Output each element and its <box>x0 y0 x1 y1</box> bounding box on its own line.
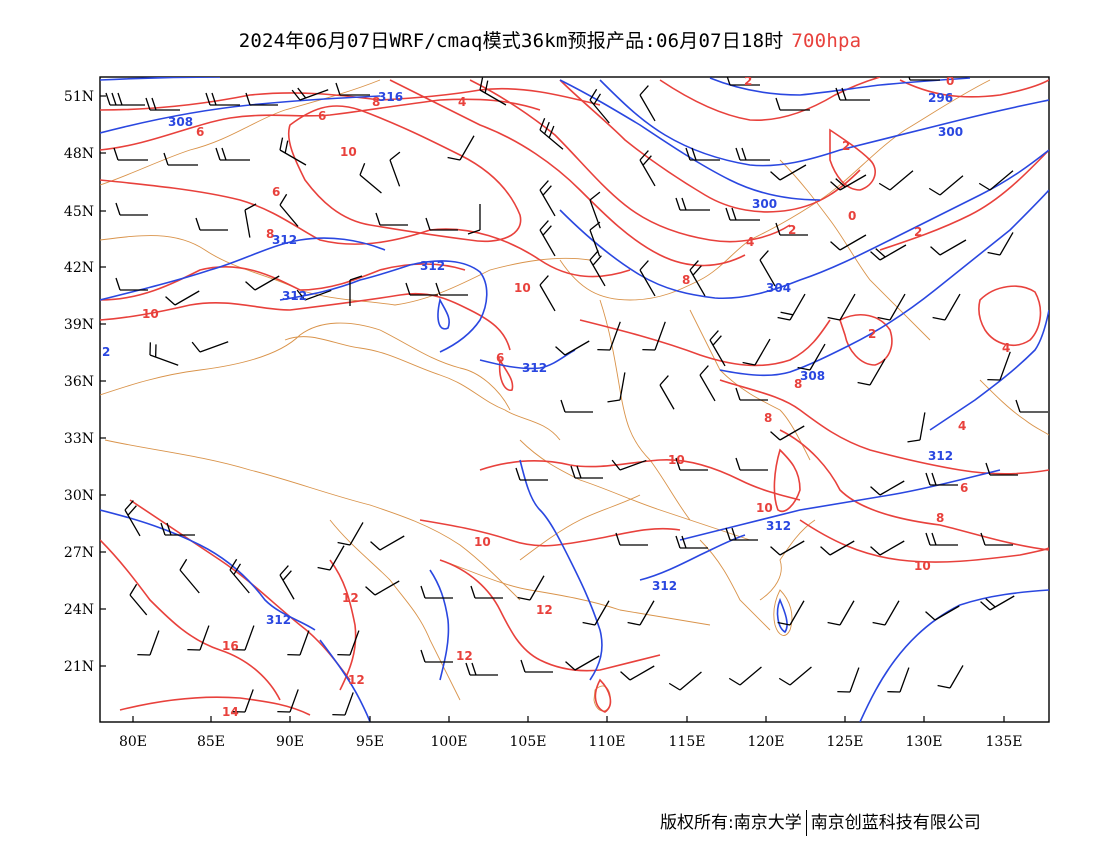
contour-label: 6 <box>196 125 204 139</box>
contour-label: 6 <box>272 185 280 199</box>
copyright-left: 版权所有:南京大学 <box>660 813 802 833</box>
contour-label: 10 <box>514 281 531 295</box>
copyright-right: 南京创蓝科技有限公司 <box>810 813 981 833</box>
contour-label: 12 <box>348 673 365 687</box>
lat-label: 45N <box>64 204 94 220</box>
map-title: 2024年06月07日WRF/cmaq模式36km预报产品:06月07日18时 7… <box>0 26 1100 53</box>
lon-label: 105E <box>510 734 547 750</box>
contour-label: 300 <box>752 197 777 211</box>
contour-label: 0 <box>946 74 954 88</box>
geopotential-contour-labels: 308 316 312 312 312 296 300 300 304 308 … <box>102 90 963 627</box>
lat-label: 51N <box>64 89 94 105</box>
contour-label: 2 <box>744 74 752 88</box>
contour-label: 12 <box>456 649 473 663</box>
contour-label: 2 <box>102 345 110 359</box>
lon-label: 115E <box>669 734 706 750</box>
lat-label: 48N <box>64 146 94 162</box>
contour-label: 8 <box>682 273 690 287</box>
contour-label: 0 <box>848 209 856 223</box>
latitude-axis: 51N 48N 45N 42N 39N 36N 33N 30N 27N 24N … <box>64 89 94 675</box>
contour-label: 312 <box>522 361 547 375</box>
contour-label: 296 <box>928 91 953 105</box>
contour-label: 2 <box>788 223 796 237</box>
contour-label: 312 <box>766 519 791 533</box>
contour-label: 10 <box>914 559 931 573</box>
contour-label: 6 <box>496 351 504 365</box>
longitude-axis: 80E 85E 90E 95E 100E 105E 110E 115E 120E… <box>119 734 1023 750</box>
map-frame <box>99 76 1050 723</box>
geopotential-contours <box>100 77 1049 722</box>
contour-label: 8 <box>936 511 944 525</box>
lon-label: 95E <box>356 734 384 750</box>
contour-label: 316 <box>378 90 403 104</box>
pressure-level-label: 700hpa <box>791 30 862 52</box>
contour-label: 4 <box>1002 341 1010 355</box>
contour-label: 14 <box>222 705 239 719</box>
title-text: 2024年06月07日WRF/cmaq模式36km预报产品:06月07日18时 <box>238 30 784 52</box>
lon-label: 130E <box>906 734 943 750</box>
lon-label: 110E <box>589 734 626 750</box>
lon-label: 90E <box>276 734 304 750</box>
lon-label: 100E <box>431 734 468 750</box>
contour-label: 308 <box>168 115 193 129</box>
contour-label: 6 <box>318 109 326 123</box>
contour-label: 4 <box>458 95 466 109</box>
temperature-contours <box>100 77 1049 716</box>
contour-label: 308 <box>800 369 825 383</box>
contour-label: 312 <box>420 259 445 273</box>
contour-label: 312 <box>266 613 291 627</box>
contour-label: 8 <box>794 377 802 391</box>
contour-label: 312 <box>928 449 953 463</box>
lat-label: 36N <box>64 374 94 390</box>
contour-label: 2 <box>914 225 922 239</box>
contour-label: 2 <box>868 327 876 341</box>
contour-label: 2 <box>842 139 850 153</box>
lon-label: 125E <box>827 734 864 750</box>
footer-divider <box>805 810 807 836</box>
lon-label: 80E <box>119 734 147 750</box>
wind-barbs <box>105 77 1048 716</box>
contour-label: 312 <box>272 233 297 247</box>
lat-label: 21N <box>64 659 94 675</box>
contour-label: 12 <box>536 603 553 617</box>
contour-label: 6 <box>960 481 968 495</box>
contour-label: 304 <box>766 281 791 295</box>
contour-label: 10 <box>340 145 357 159</box>
contour-label: 10 <box>756 501 773 515</box>
lat-label: 27N <box>64 545 94 561</box>
contour-label: 4 <box>958 419 966 433</box>
lon-label: 135E <box>986 734 1023 750</box>
contour-label: 8 <box>764 411 772 425</box>
contour-label: 8 <box>266 227 274 241</box>
map-content: 2 0 4 6 10 8 6 8 10 10 8 4 2 0 2 8 6 8 2… <box>100 74 1049 722</box>
lat-label: 33N <box>64 431 94 447</box>
boundaries-layer <box>100 79 1049 712</box>
contour-label: 8 <box>372 95 380 109</box>
lat-label: 42N <box>64 260 94 276</box>
lat-label: 30N <box>64 488 94 504</box>
lon-label: 120E <box>748 734 785 750</box>
copyright-footer: 版权所有:南京大学 南京创蓝科技有限公司 <box>660 808 981 836</box>
contour-label: 10 <box>474 535 491 549</box>
contour-label: 16 <box>222 639 239 653</box>
temperature-contour-labels: 2 0 4 6 10 8 6 8 10 10 8 4 2 0 2 8 6 8 2… <box>142 74 1010 719</box>
contour-label: 300 <box>938 125 963 139</box>
lat-label: 39N <box>64 317 94 333</box>
contour-label: 312 <box>652 579 677 593</box>
contour-label: 10 <box>668 453 685 467</box>
contour-label: 4 <box>746 235 754 249</box>
contour-label: 10 <box>142 307 159 321</box>
contour-label: 12 <box>342 591 359 605</box>
contour-label: 312 <box>282 289 307 303</box>
lon-label: 85E <box>197 734 225 750</box>
lat-label: 24N <box>64 602 94 618</box>
